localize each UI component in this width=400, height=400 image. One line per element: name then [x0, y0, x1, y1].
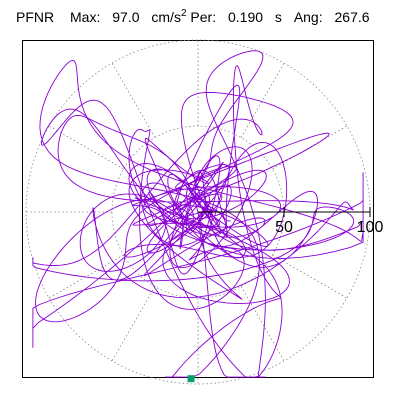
chart-header: PFNR Max: 97.0 cm/s2 Per: 0.190 s Ang: 2… [16, 8, 396, 32]
max-marker-layer [187, 375, 195, 383]
motion-trace-path [32, 50, 364, 378]
station-code: PFNR [16, 8, 55, 25]
per-value: 0.190 [227, 8, 264, 25]
grid-spoke [240, 286, 285, 362]
max-value: 97.0 [112, 8, 140, 25]
radial-axis: 50 100 [198, 207, 383, 236]
max-point-marker [187, 375, 195, 383]
ang-value: 267.6 [334, 8, 370, 25]
radial-tick-label-100: 100 [357, 219, 384, 236]
per-unit: s [274, 8, 282, 25]
motion-trace [32, 50, 364, 378]
grid-spoke [111, 286, 156, 362]
ang-label: Ang: [293, 8, 323, 25]
max-label: Max: [70, 8, 101, 25]
radial-tick-label-50: 50 [275, 219, 293, 236]
per-label: Per: [190, 8, 217, 25]
max-unit: cm/s2 [151, 8, 187, 25]
